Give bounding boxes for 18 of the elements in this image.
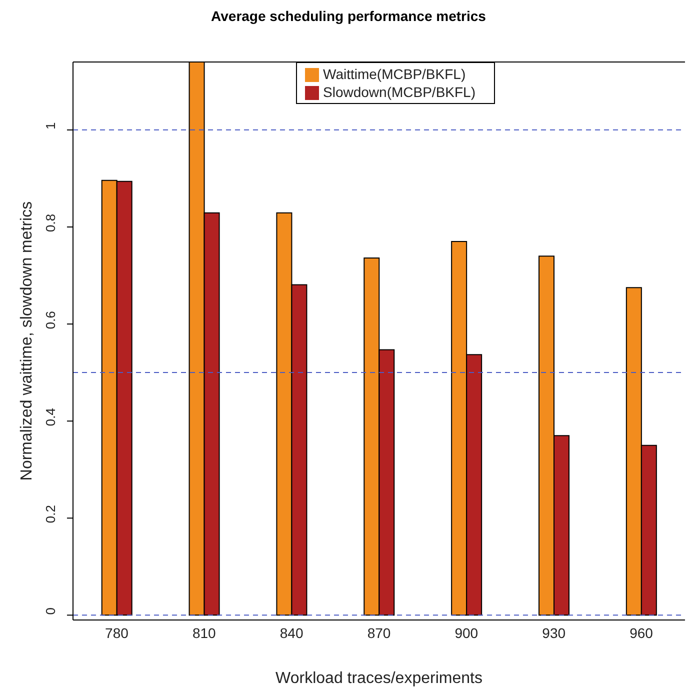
x-tick-label: 870 (367, 624, 391, 641)
x-tick-label: 900 (454, 624, 478, 641)
x-tick-label: 930 (542, 624, 566, 641)
y-tick-label: 1 (43, 122, 58, 130)
legend-label: Slowdown(MCBP/BKFL) (323, 84, 476, 100)
x-tick-label: 960 (630, 624, 654, 641)
x-tick-label: 780 (105, 624, 129, 641)
x-tick-label: 810 (192, 624, 216, 641)
y-tick-label: 0.6 (43, 310, 58, 330)
legend-label: Waittime(MCBP/BKFL) (323, 66, 466, 82)
y-tick-label: 0 (43, 608, 58, 615)
y-tick-label: 0.8 (43, 214, 58, 232)
y-tick-label: 0.4 (43, 408, 58, 426)
y-axis-title: Normalized waittime, slowdown metrics (18, 201, 36, 481)
y-tick-label: 0.2 (43, 505, 58, 524)
x-tick-label: 840 (280, 624, 304, 641)
x-axis-title: Workload traces/experiments (276, 670, 482, 687)
chart-title: Average scheduling performance metrics (210, 8, 487, 26)
